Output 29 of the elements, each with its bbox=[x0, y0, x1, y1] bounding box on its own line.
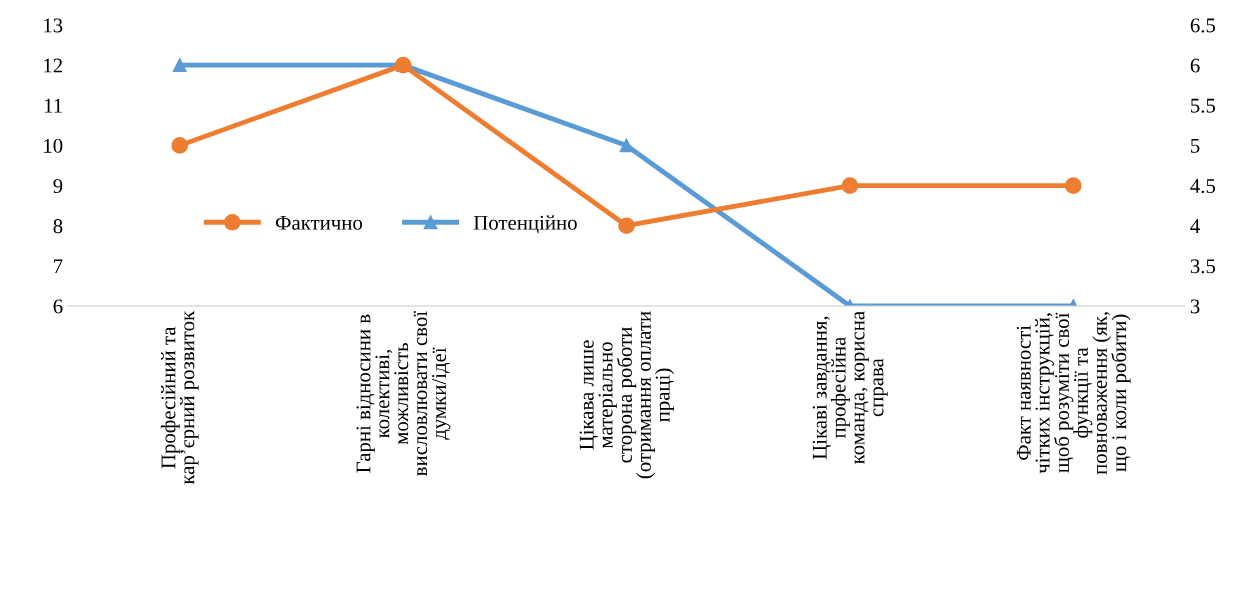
point bbox=[841, 177, 859, 194]
y2-tick-label: 6.5 bbox=[1190, 18, 1216, 33]
x-tick-label: Цікава лише матеріально сторона роботи (отримання оплати праці) bbox=[579, 311, 674, 479]
x-tick-label: Цікаві завдання, професійна команда, корисна справа bbox=[812, 311, 888, 464]
point bbox=[618, 217, 635, 235]
y-tick-label: 7 bbox=[54, 259, 63, 274]
y-tick-label: 6 bbox=[53, 299, 63, 314]
y2-tick-label: 3.5 bbox=[1190, 259, 1216, 274]
legend-label: Фактично bbox=[275, 215, 363, 230]
y2-tick-label: 3 bbox=[1190, 299, 1200, 314]
x-tick-label: Професійний та кар’єрний розвиток bbox=[160, 310, 199, 485]
y-tick-label: 10 bbox=[44, 138, 63, 153]
y-tick-label: 11 bbox=[44, 98, 62, 113]
y2-tick-label: 5 bbox=[1191, 139, 1200, 153]
point bbox=[172, 58, 187, 73]
x-tick-label: Гарні відносини в колективі, можливість висловлювати свої думки/ідеї bbox=[356, 310, 451, 476]
y-tick-label: 8 bbox=[53, 219, 63, 234]
point bbox=[171, 137, 189, 154]
y-tick-label: 12 bbox=[44, 58, 62, 73]
y2-tick-label: 4.5 bbox=[1190, 179, 1216, 194]
y2-tick-label: 5.5 bbox=[1191, 98, 1216, 113]
y-tick-label: 9 bbox=[53, 179, 63, 193]
y-tick-label: 13 bbox=[44, 18, 63, 33]
y2-tick-label: 6 bbox=[1190, 58, 1200, 73]
point bbox=[1064, 177, 1082, 194]
legend-label: Потенційно bbox=[473, 215, 577, 234]
y2-tick-label: 4 bbox=[1190, 219, 1200, 233]
point bbox=[619, 138, 634, 153]
x-tick-label: Факт наявності чітких інструкцій, щоб розуміти свої функції та повноваження (як, що і коли робити) bbox=[1016, 312, 1131, 475]
